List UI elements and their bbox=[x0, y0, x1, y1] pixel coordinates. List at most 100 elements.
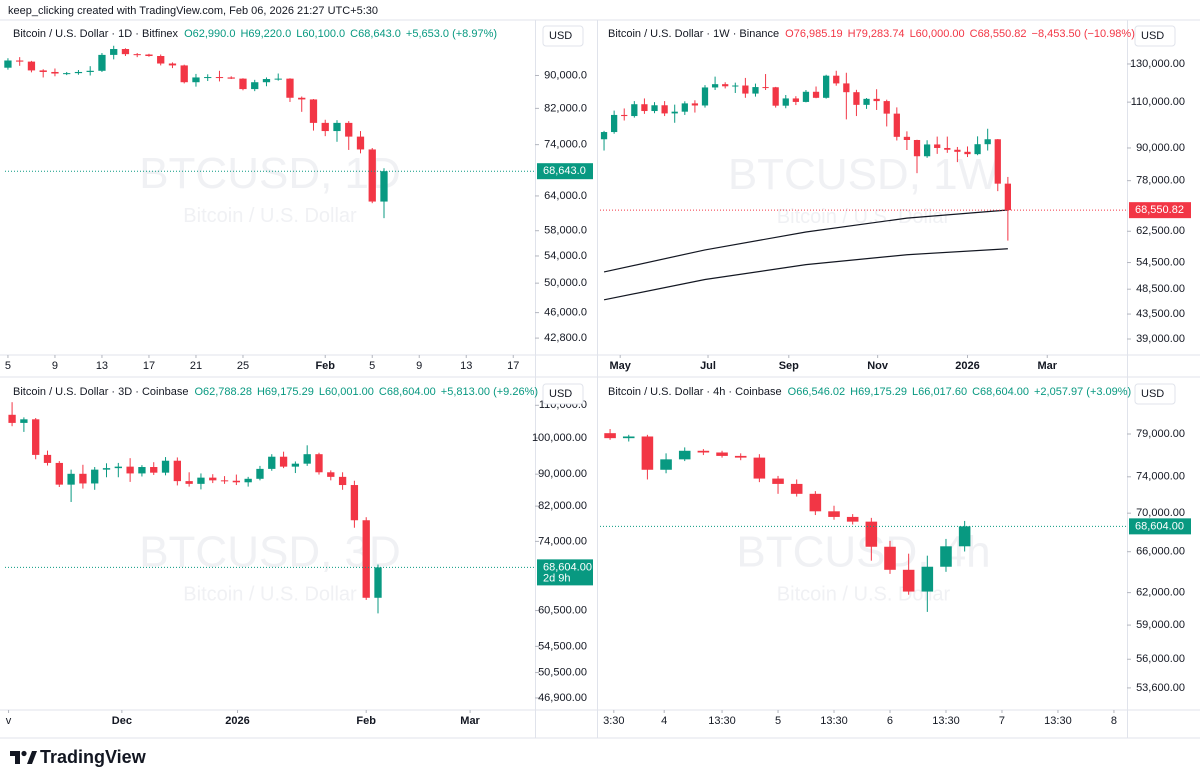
header-text: keep_clicking created with TradingView.c… bbox=[8, 5, 378, 17]
candle-body bbox=[209, 477, 217, 481]
countdown-label: 2d 9h bbox=[543, 572, 571, 584]
candle-body bbox=[286, 78, 294, 98]
candle-body bbox=[641, 436, 654, 470]
candle-body bbox=[204, 77, 212, 79]
x-tick-label: 5 bbox=[5, 360, 11, 372]
candle-body bbox=[298, 97, 306, 100]
y-tick-label: 74,000.00 bbox=[1136, 471, 1185, 483]
watermark: BTCUSD, 1W bbox=[728, 150, 1000, 199]
candle-body bbox=[792, 98, 799, 102]
y-tick-label: 48,500.00 bbox=[1136, 283, 1185, 295]
legend-ohlc: +5,813.00 (+9.26%) bbox=[441, 386, 538, 398]
candle-body bbox=[345, 122, 353, 137]
legend-ohlc: L60,000.00 bbox=[910, 28, 965, 40]
x-tick-label: 17 bbox=[143, 360, 155, 372]
x-tick-label: 3:30 bbox=[603, 715, 624, 727]
candle-body bbox=[812, 91, 820, 98]
y-tick-label: 54,000.0 bbox=[544, 250, 587, 262]
candle-body bbox=[380, 171, 388, 202]
candle-body bbox=[321, 122, 329, 132]
price-label: 68,550.82 bbox=[1135, 204, 1184, 216]
watermark: BTCUSD, 4h bbox=[736, 528, 990, 577]
candle-body bbox=[39, 70, 47, 72]
y-tick-label: 46,900.00 bbox=[538, 692, 587, 704]
legend-ohlc: O66,546.02 bbox=[788, 386, 846, 398]
y-tick-label: 50,500.00 bbox=[538, 666, 587, 678]
candle-body bbox=[833, 75, 840, 84]
y-tick-label: 110,000.00 bbox=[1131, 96, 1185, 108]
candle-body bbox=[192, 77, 200, 83]
legend-ohlc: L60,001.00 bbox=[319, 386, 374, 398]
candle-body bbox=[168, 63, 177, 66]
watermark-subtitle: Bitcoin / U.S. Dollar bbox=[777, 206, 951, 228]
candle-body bbox=[958, 526, 971, 547]
x-tick-label: 9 bbox=[52, 360, 58, 372]
candle-body bbox=[197, 477, 205, 484]
candle-body bbox=[722, 84, 729, 87]
y-tick-label: 46,000.0 bbox=[544, 307, 587, 319]
candle-body bbox=[853, 92, 860, 105]
candle-body bbox=[63, 73, 71, 75]
candle-body bbox=[641, 104, 648, 112]
candle-body bbox=[274, 78, 282, 80]
x-tick-label: Jul bbox=[700, 360, 716, 372]
legend-symbol: Bitcoin / U.S. Dollar · 4h · Coinbase bbox=[608, 386, 782, 398]
candle-body bbox=[327, 472, 335, 477]
candle-body bbox=[268, 456, 276, 469]
candle-body bbox=[843, 83, 850, 93]
currency-label: USD bbox=[1141, 30, 1164, 42]
x-tick-label: Mar bbox=[1037, 360, 1057, 372]
candle-body bbox=[239, 78, 247, 90]
candle-body bbox=[809, 493, 822, 512]
watermark: BTCUSD, 1D bbox=[139, 149, 401, 198]
x-tick-label: 5 bbox=[369, 360, 375, 372]
x-tick-label: Nov bbox=[867, 360, 889, 372]
legend-symbol: Bitcoin / U.S. Dollar · 3D · Coinbase bbox=[13, 386, 188, 398]
candle-body bbox=[734, 455, 747, 458]
x-tick-label: Mar bbox=[460, 715, 480, 727]
y-tick-label: 100,000.00 bbox=[532, 432, 587, 444]
legend: Bitcoin / U.S. Dollar · 1D · Bitfinex O62… bbox=[13, 28, 497, 40]
candle-body bbox=[732, 85, 739, 87]
candle-body bbox=[356, 136, 365, 150]
candle-body bbox=[91, 469, 99, 484]
x-tick-label: 5 bbox=[775, 715, 781, 727]
legend-ohlc: H69,220.0 bbox=[240, 28, 291, 40]
candle-body bbox=[98, 54, 106, 71]
candle-body bbox=[43, 454, 52, 463]
y-tick-label: 62,500.00 bbox=[1136, 225, 1185, 237]
watermark-subtitle: Bitcoin / U.S. Dollar bbox=[183, 583, 357, 605]
y-tick-label: 42,800.0 bbox=[544, 332, 587, 344]
candle-body bbox=[873, 98, 880, 102]
candle-body bbox=[368, 149, 376, 202]
x-tick-label: 21 bbox=[190, 360, 202, 372]
legend-ohlc: C68,604.00 bbox=[972, 386, 1029, 398]
y-tick-label: 59,000.00 bbox=[1136, 619, 1185, 631]
legend-ohlc: O62,990.0 bbox=[184, 28, 235, 40]
candle-body bbox=[138, 467, 146, 474]
candle-body bbox=[157, 56, 165, 64]
candle-body bbox=[994, 139, 1001, 184]
candle-body bbox=[262, 79, 271, 83]
candle-body bbox=[291, 463, 300, 467]
candle-body bbox=[333, 122, 341, 132]
candle-body bbox=[631, 104, 638, 117]
y-tick-label: 54,500.00 bbox=[538, 640, 587, 652]
legend-ohlc: C68,643.0 bbox=[350, 28, 401, 40]
y-tick-label: 90,000.0 bbox=[544, 69, 587, 81]
candle-body bbox=[145, 54, 153, 57]
legend-ohlc: +5,653.0 (+8.97%) bbox=[406, 28, 497, 40]
candle-body bbox=[86, 70, 94, 72]
candle-body bbox=[338, 476, 347, 486]
legend-ohlc: O62,788.28 bbox=[194, 386, 252, 398]
candle-body bbox=[74, 71, 83, 74]
candle-body bbox=[251, 82, 259, 90]
y-tick-label: 130,000.00 bbox=[1130, 58, 1185, 70]
candle-body bbox=[232, 480, 241, 483]
y-tick-label: 79,000.00 bbox=[1136, 428, 1185, 440]
candle-body bbox=[790, 483, 803, 494]
legend-symbol: Bitcoin / U.S. Dollar · 1W · Binance bbox=[608, 28, 779, 40]
x-tick-label: Feb bbox=[315, 360, 335, 372]
candle-body bbox=[362, 520, 370, 598]
